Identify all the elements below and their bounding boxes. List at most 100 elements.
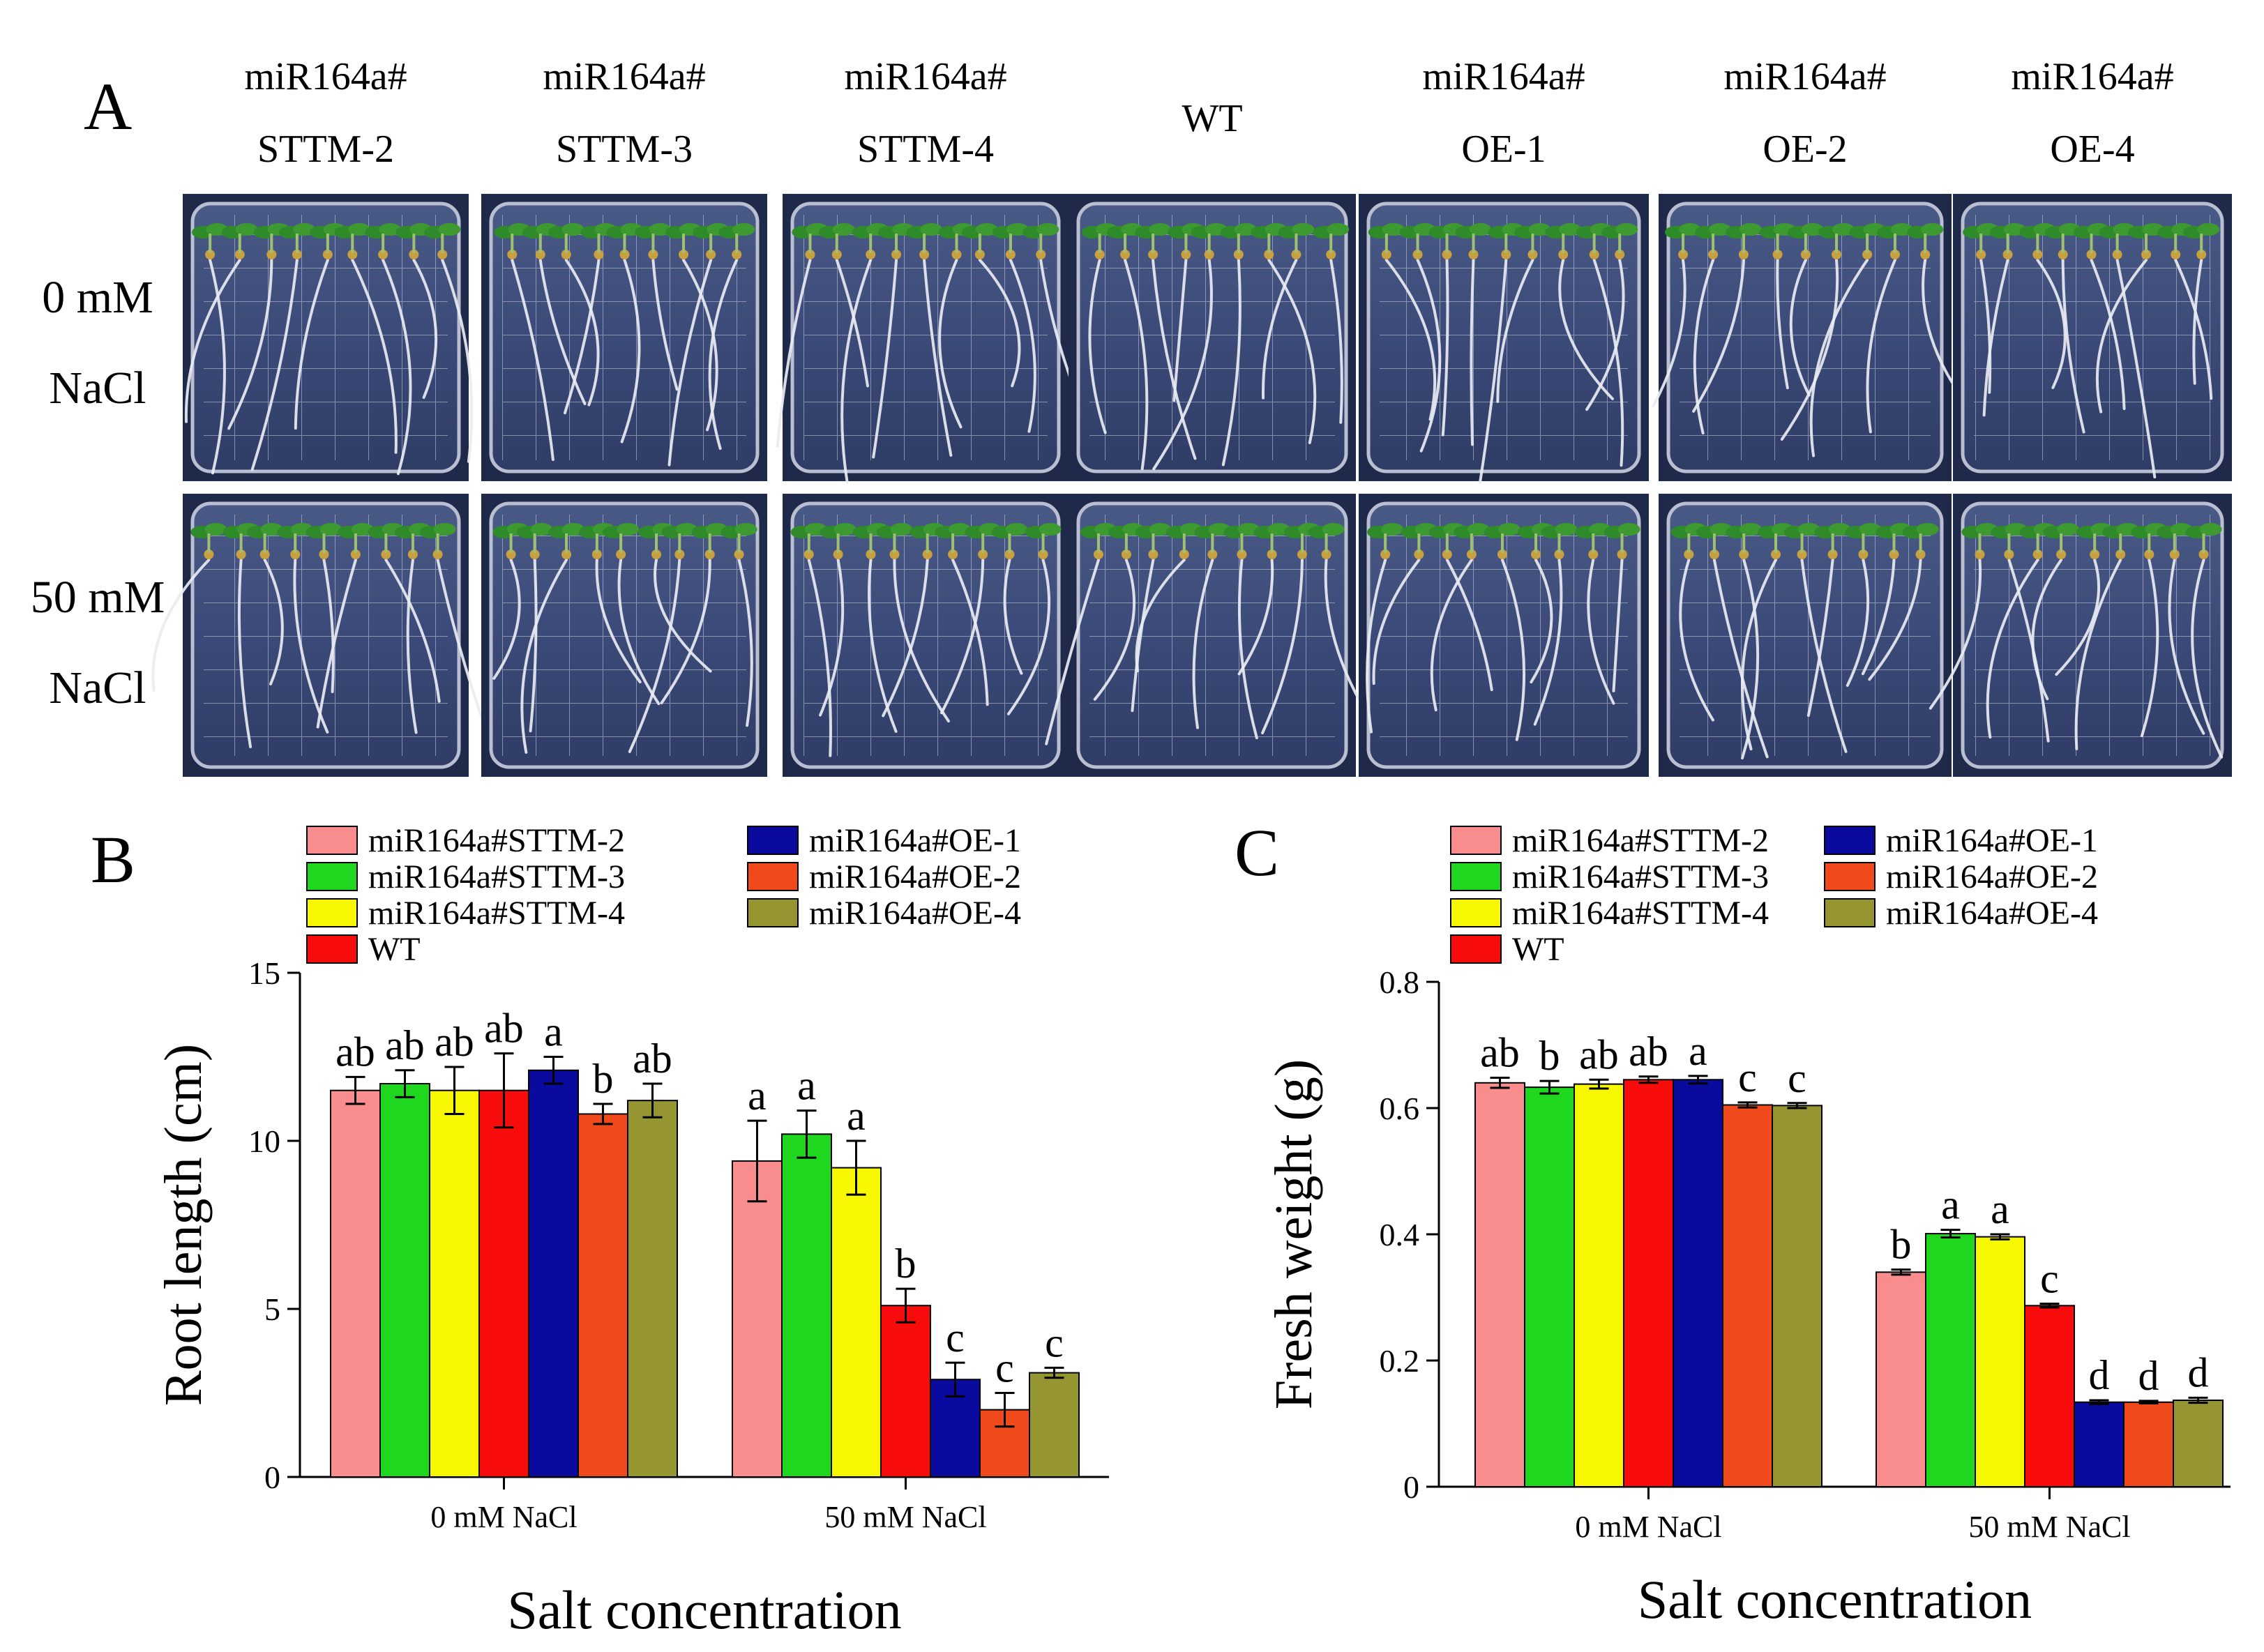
bar xyxy=(1524,1086,1575,1487)
legend-swatch xyxy=(747,826,799,855)
legend-label: miR164a#OE-4 xyxy=(809,895,1021,932)
significance-letter: ab xyxy=(385,1022,425,1068)
significance-letter: c xyxy=(946,1314,965,1361)
significance-letter: a xyxy=(544,1009,563,1055)
plate-photo xyxy=(783,494,1069,777)
panel-a-letter: A xyxy=(84,69,132,144)
y-axis-label: Root length (cm) xyxy=(154,1044,213,1406)
column-header-line1: miR164a# xyxy=(1723,55,1886,98)
legend-label: miR164a#STTM-4 xyxy=(1512,895,1769,932)
plate-photo xyxy=(1045,494,1362,777)
panel-c-letter: C xyxy=(1235,815,1279,890)
legend-label: WT xyxy=(1512,931,1564,968)
legend-swatch xyxy=(306,934,358,964)
x-axis-label: Salt concentration xyxy=(507,1579,901,1640)
plate-photo xyxy=(1652,194,1963,481)
panel-a-photos: A miR164a# STTM-2 miR164a# STTM-3 miR164a# ST… xyxy=(31,55,2232,777)
significance-letter: ab xyxy=(1629,1029,1668,1075)
plate-photo xyxy=(481,194,767,481)
bar xyxy=(732,1160,783,1478)
y-tick-label: 10 xyxy=(248,1123,280,1159)
bar xyxy=(2173,1400,2224,1488)
significance-letter: a xyxy=(1689,1028,1707,1074)
x-tick-label: 50 mM NaCl xyxy=(1968,1510,2130,1544)
bar xyxy=(880,1305,931,1478)
bar xyxy=(330,1089,381,1478)
plate-photo xyxy=(151,494,490,777)
y-tick-label: 0.4 xyxy=(1380,1217,1420,1252)
legend-swatch xyxy=(1450,862,1502,891)
significance-letter: c xyxy=(1738,1054,1757,1100)
legend-swatch xyxy=(1450,898,1502,927)
legend-label: miR164a#OE-1 xyxy=(1886,822,2098,859)
row-header-line1: 0 mM xyxy=(42,272,153,323)
significance-letter: c xyxy=(1045,1319,1064,1365)
legend-label: miR164a#STTM-3 xyxy=(1512,858,1769,895)
bar xyxy=(429,1089,480,1478)
y-axis-label: Fresh weight (g) xyxy=(1265,1059,1323,1409)
legend-swatch xyxy=(1450,826,1502,855)
column-header-line2: STTM-3 xyxy=(556,128,693,171)
y-tick-label: 5 xyxy=(264,1291,280,1327)
column-header-line2: OE-1 xyxy=(1461,128,1546,171)
bar xyxy=(781,1133,832,1478)
plate-photo xyxy=(1359,194,1649,484)
significance-letter: ab xyxy=(1480,1030,1520,1076)
significance-letter: ab xyxy=(335,1029,375,1075)
y-tick-label: 0 xyxy=(264,1460,280,1495)
significance-letter: a xyxy=(797,1063,816,1109)
significance-letter: ab xyxy=(435,1019,474,1065)
legend-swatch xyxy=(747,898,799,927)
x-tick-label: 50 mM NaCl xyxy=(824,1500,986,1534)
plate-photo xyxy=(1929,494,2232,777)
legend-label: WT xyxy=(368,931,421,968)
legend-label: miR164a#OE-4 xyxy=(1886,895,2098,932)
column-header-line1: miR164a# xyxy=(844,55,1006,98)
y-tick-label: 15 xyxy=(248,955,280,991)
x-axis-label: Salt concentration xyxy=(1638,1569,2032,1630)
legend-swatch xyxy=(747,862,799,891)
bar xyxy=(1474,1082,1525,1488)
legend-label: miR164a#STTM-2 xyxy=(1512,822,1769,859)
plate-photo xyxy=(776,194,1095,484)
significance-letter: ab xyxy=(484,1006,524,1052)
significance-letter: ab xyxy=(1579,1031,1619,1077)
plate-photo xyxy=(1953,194,2232,481)
plate-photo xyxy=(481,494,767,777)
legend-swatch xyxy=(306,898,358,927)
legend-swatch xyxy=(306,826,358,855)
significance-letter: d xyxy=(2188,1349,2209,1395)
bar xyxy=(2074,1401,2125,1487)
bar xyxy=(1925,1233,1976,1487)
bar xyxy=(578,1113,628,1478)
bar xyxy=(2123,1401,2174,1487)
bar xyxy=(1029,1372,1080,1478)
column-header-line1: miR164a# xyxy=(244,55,407,98)
plate-photo xyxy=(1659,494,1952,777)
significance-letter: a xyxy=(748,1073,767,1119)
bar xyxy=(1673,1079,1723,1487)
row-header-line2: NaCl xyxy=(49,363,146,414)
legend-swatch xyxy=(306,862,358,891)
significance-letter: c xyxy=(995,1345,1014,1391)
y-tick-label: 0.6 xyxy=(1380,1091,1420,1126)
bar xyxy=(1772,1105,1822,1487)
significance-letter: b xyxy=(1539,1033,1560,1079)
significance-letter: ab xyxy=(633,1036,672,1082)
plate-photo xyxy=(1069,194,1356,481)
column-header-line1: miR164a# xyxy=(543,55,705,98)
legend-swatch xyxy=(1450,934,1502,964)
row-header-line1: 50 mM xyxy=(31,572,165,623)
legend-swatch xyxy=(1824,826,1876,855)
legend-label: miR164a#OE-2 xyxy=(809,858,1021,895)
column-header-line2: WT xyxy=(1182,97,1242,140)
bar xyxy=(1722,1104,1773,1487)
significance-letter: c xyxy=(2040,1256,2059,1302)
bar xyxy=(2024,1305,2075,1487)
legend-swatch xyxy=(1824,898,1876,927)
bar xyxy=(478,1089,529,1478)
legend-label: miR164a#OE-1 xyxy=(809,822,1021,859)
column-header-line1: miR164a# xyxy=(2011,55,2173,98)
